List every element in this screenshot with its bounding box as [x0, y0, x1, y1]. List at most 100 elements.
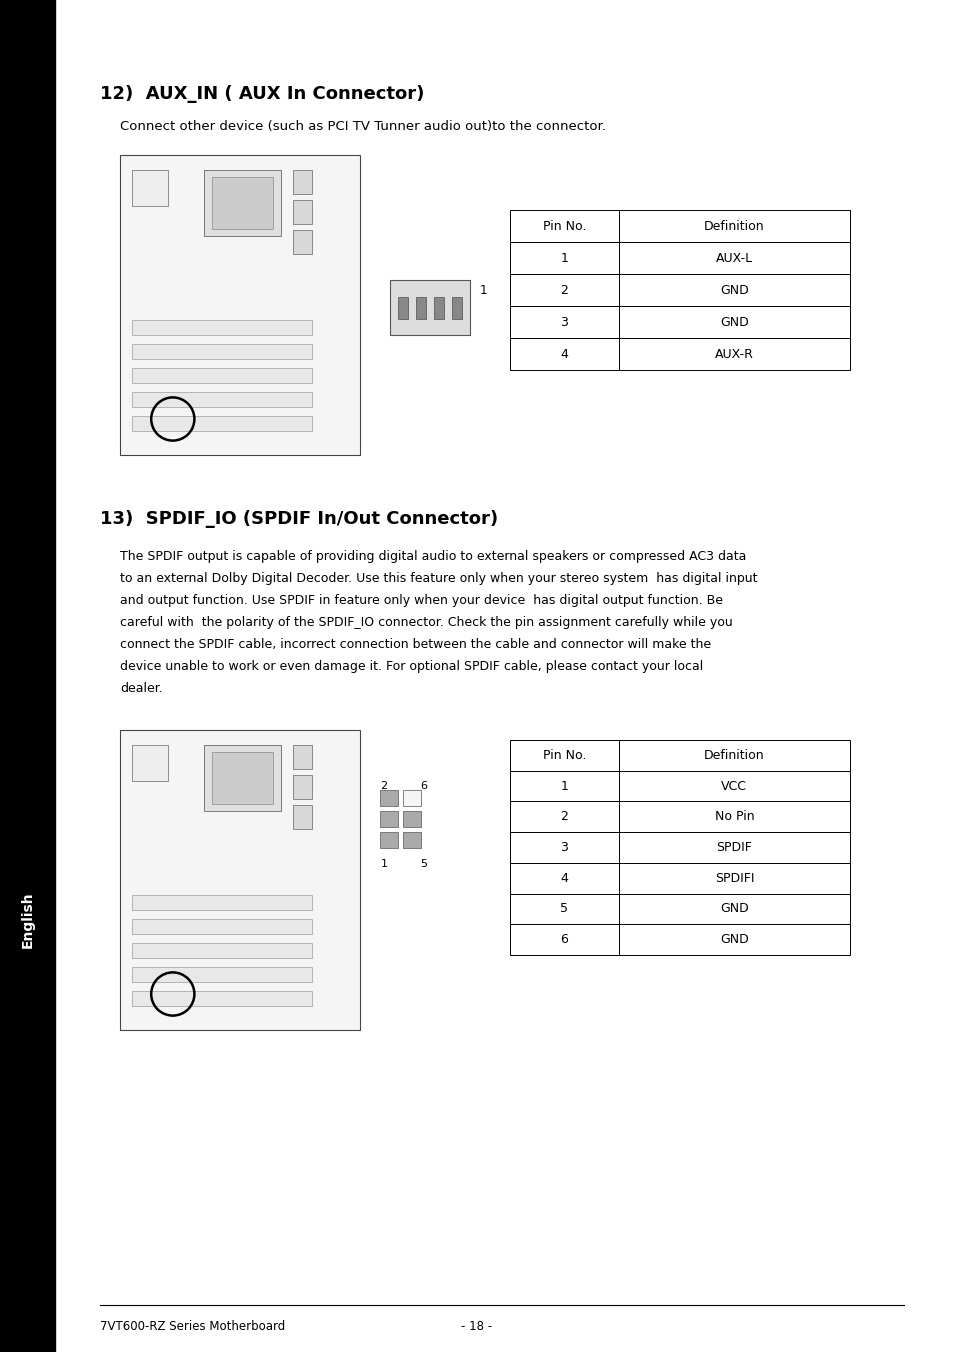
- Text: 1: 1: [559, 251, 568, 265]
- Text: Pin No.: Pin No.: [542, 749, 585, 763]
- Bar: [132, 368, 312, 383]
- Text: 13)  SPDIF_IO (SPDIF In/Out Connector): 13) SPDIF_IO (SPDIF In/Out Connector): [100, 510, 497, 529]
- Text: 12)  AUX_IN ( AUX In Connector): 12) AUX_IN ( AUX In Connector): [100, 85, 424, 103]
- Text: AUX-R: AUX-R: [714, 347, 753, 361]
- Bar: [0, 0, 55, 1352]
- Bar: [510, 210, 618, 242]
- Text: 5: 5: [559, 902, 568, 915]
- Bar: [379, 811, 397, 827]
- Bar: [618, 740, 849, 771]
- Text: 4: 4: [559, 872, 568, 884]
- Bar: [398, 296, 408, 319]
- Bar: [618, 210, 849, 242]
- Text: VCC: VCC: [720, 780, 746, 792]
- Bar: [452, 296, 461, 319]
- Text: SPDIFI: SPDIFI: [714, 872, 754, 884]
- Bar: [132, 967, 312, 982]
- Bar: [618, 831, 849, 863]
- Bar: [618, 274, 849, 306]
- Text: 1: 1: [479, 284, 487, 296]
- Bar: [618, 338, 849, 370]
- Bar: [212, 177, 273, 230]
- Bar: [132, 392, 312, 407]
- Text: GND: GND: [720, 315, 748, 329]
- Bar: [204, 170, 280, 237]
- Bar: [618, 306, 849, 338]
- Bar: [132, 170, 168, 206]
- Text: to an external Dolby Digital Decoder. Use this feature only when your stereo sys: to an external Dolby Digital Decoder. Us…: [120, 572, 757, 585]
- Text: No Pin: No Pin: [714, 810, 754, 823]
- Bar: [293, 170, 312, 193]
- Bar: [434, 296, 443, 319]
- Bar: [510, 274, 618, 306]
- Text: GND: GND: [720, 284, 748, 296]
- Text: Connect other device (such as PCI TV Tunner audio out)to the connector.: Connect other device (such as PCI TV Tun…: [120, 120, 605, 132]
- Bar: [510, 831, 618, 863]
- Bar: [618, 242, 849, 274]
- Bar: [510, 863, 618, 894]
- Text: 6: 6: [559, 933, 568, 946]
- Text: 4: 4: [559, 347, 568, 361]
- Text: 1: 1: [380, 859, 387, 869]
- Bar: [416, 296, 425, 319]
- Text: and output function. Use SPDIF in feature only when your device  has digital out: and output function. Use SPDIF in featur…: [120, 594, 722, 607]
- Bar: [132, 745, 168, 781]
- Bar: [120, 730, 359, 1030]
- Bar: [293, 775, 312, 799]
- Text: AUX-L: AUX-L: [715, 251, 752, 265]
- Bar: [132, 320, 312, 335]
- Bar: [510, 802, 618, 831]
- Bar: [510, 740, 618, 771]
- Text: 2: 2: [559, 284, 568, 296]
- Bar: [379, 831, 397, 848]
- Bar: [204, 745, 280, 811]
- Text: The SPDIF output is capable of providing digital audio to external speakers or c: The SPDIF output is capable of providing…: [120, 550, 745, 562]
- Bar: [132, 343, 312, 360]
- Bar: [293, 200, 312, 224]
- Bar: [212, 752, 273, 804]
- Text: 5: 5: [420, 859, 427, 869]
- Text: 3: 3: [559, 841, 568, 854]
- Bar: [510, 306, 618, 338]
- Bar: [132, 919, 312, 934]
- Bar: [618, 894, 849, 925]
- Bar: [618, 802, 849, 831]
- Bar: [293, 804, 312, 829]
- Bar: [390, 280, 470, 335]
- Text: Definition: Definition: [703, 749, 764, 763]
- Bar: [402, 790, 420, 806]
- Bar: [618, 771, 849, 802]
- Text: Pin No.: Pin No.: [542, 219, 585, 233]
- Bar: [510, 925, 618, 955]
- Bar: [402, 811, 420, 827]
- Bar: [132, 942, 312, 959]
- Bar: [132, 416, 312, 431]
- Bar: [510, 894, 618, 925]
- Bar: [379, 790, 397, 806]
- Text: device unable to work or even damage it. For optional SPDIF cable, please contac: device unable to work or even damage it.…: [120, 660, 702, 673]
- Text: careful with  the polarity of the SPDIF_IO connector. Check the pin assignment c: careful with the polarity of the SPDIF_I…: [120, 617, 732, 629]
- Bar: [120, 155, 359, 456]
- Bar: [293, 745, 312, 769]
- Text: dealer.: dealer.: [120, 681, 163, 695]
- Bar: [510, 242, 618, 274]
- Text: GND: GND: [720, 933, 748, 946]
- Bar: [402, 831, 420, 848]
- Text: English: English: [20, 891, 34, 948]
- Text: 3: 3: [559, 315, 568, 329]
- Bar: [510, 771, 618, 802]
- Text: 1: 1: [559, 780, 568, 792]
- Text: 6: 6: [420, 781, 427, 791]
- Bar: [293, 230, 312, 254]
- Bar: [132, 991, 312, 1006]
- Bar: [618, 863, 849, 894]
- Text: - 18 -: - 18 -: [461, 1320, 492, 1333]
- Text: GND: GND: [720, 902, 748, 915]
- Text: 7VT600-RZ Series Motherboard: 7VT600-RZ Series Motherboard: [100, 1320, 285, 1333]
- Text: 2: 2: [559, 810, 568, 823]
- Text: connect the SPDIF cable, incorrect connection between the cable and connector wi: connect the SPDIF cable, incorrect conne…: [120, 638, 710, 652]
- Bar: [132, 895, 312, 910]
- Bar: [618, 925, 849, 955]
- Text: SPDIF: SPDIF: [716, 841, 752, 854]
- Text: Definition: Definition: [703, 219, 764, 233]
